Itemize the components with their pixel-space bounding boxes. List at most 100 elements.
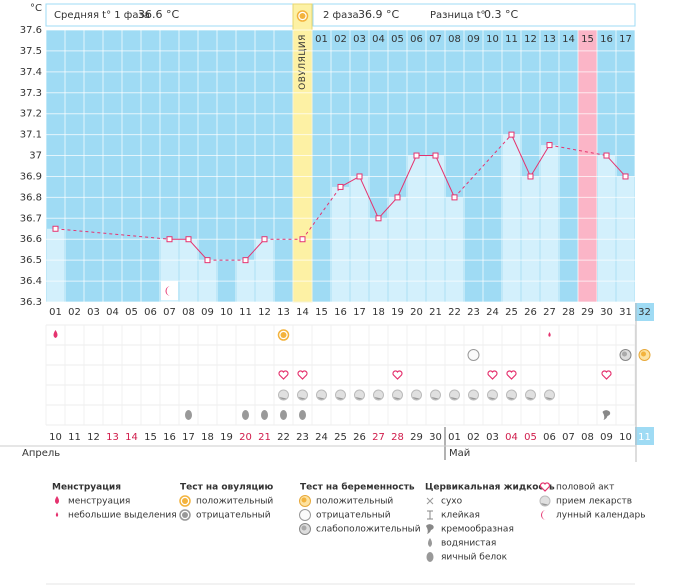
y-tick-label: 36.5: [20, 255, 42, 266]
phase2-box: [312, 3, 636, 27]
day-label: 10: [220, 307, 233, 318]
day-label: 14: [296, 307, 309, 318]
preg-icon: [299, 509, 311, 521]
date-label: 24: [315, 432, 328, 443]
temperature-point: [451, 194, 458, 201]
ovulation-label: ОВУЛЯЦИЯ: [298, 34, 308, 90]
temperature-point: [394, 194, 401, 201]
date-label: 14: [125, 432, 138, 443]
gap-connector: [549, 144, 607, 157]
day-label: 24: [486, 307, 499, 318]
day-label: 31: [619, 307, 632, 318]
heart-icon: [297, 370, 308, 380]
legend-item: отрицательный: [316, 511, 391, 521]
day-label: 09: [201, 307, 214, 318]
temperature-point: [546, 142, 553, 149]
preg-icon-core: [622, 351, 627, 357]
temperature-point: [185, 236, 192, 243]
date-label: 28: [391, 432, 404, 443]
cycle-day-label: 16: [600, 34, 613, 45]
date-label: 10: [49, 432, 62, 443]
pill-icon-half: [355, 397, 363, 400]
moon-icon: [165, 286, 171, 296]
bar: [541, 145, 558, 302]
bar: [446, 197, 463, 302]
drop-icon: [548, 332, 551, 337]
legend-item: водянистая: [441, 539, 496, 549]
date-label: 12: [87, 432, 100, 443]
gap-connector: [454, 134, 512, 198]
temperature-point: [508, 131, 515, 138]
drop-icon: [53, 330, 58, 338]
month-label: Апрель: [22, 448, 60, 459]
bar: [408, 155, 425, 302]
moon-icon: [541, 510, 546, 520]
egg-icon: [185, 410, 192, 420]
pill-icon-half: [541, 503, 548, 506]
legend-item: слабоположительный: [316, 525, 421, 535]
bar: [598, 155, 615, 302]
egg-icon: [242, 410, 249, 420]
day-label: 13: [277, 307, 290, 318]
temperature-point: [432, 152, 439, 159]
temperature-point: [375, 215, 382, 222]
date-label: 22: [277, 432, 290, 443]
drop-icon: [55, 512, 59, 517]
temperature-point: [413, 152, 420, 159]
legend-item: прием лекарств: [556, 497, 632, 507]
temperature-point: [261, 236, 268, 243]
y-tick-label: 36.4: [20, 276, 42, 287]
diff-label: Разница t°: [430, 10, 486, 21]
day-label: 02: [68, 307, 81, 318]
pill-icon-half: [488, 397, 496, 400]
date-label: 06: [543, 432, 556, 443]
preg-icon-core: [301, 525, 307, 531]
temperature-point: [603, 152, 610, 159]
sticky-icon: [427, 510, 433, 520]
date-label: 09: [600, 432, 613, 443]
egg-icon: [426, 552, 434, 562]
pill-icon-half: [469, 397, 477, 400]
date-label: 30: [429, 432, 442, 443]
drop-icon: [55, 496, 59, 504]
pill-icon-half: [412, 397, 420, 400]
day-label: 29: [581, 307, 594, 318]
legend-item: сухо: [441, 497, 463, 507]
egg-icon: [261, 410, 268, 420]
date-label: 05: [524, 432, 537, 443]
temperature-point: [204, 257, 211, 264]
date-label: 02: [467, 432, 480, 443]
date-label: 20: [239, 432, 252, 443]
day-label: 01: [49, 307, 62, 318]
temperature-point: [527, 173, 534, 180]
legend-item: небольшие выделения: [68, 511, 177, 521]
cycle-day-label: 04: [372, 34, 385, 45]
bar: [180, 239, 197, 302]
pill-icon-half: [393, 397, 401, 400]
date-label: 26: [353, 432, 366, 443]
day-label: 17: [353, 307, 366, 318]
legend-title: Тест на овуляцию: [180, 483, 273, 493]
date-label: 25: [334, 432, 347, 443]
pill-icon-half: [545, 397, 553, 400]
pill-icon-half: [374, 397, 382, 400]
pill-icon-half: [450, 397, 458, 400]
date-label: 18: [201, 432, 214, 443]
temperature-point: [356, 173, 363, 180]
date-label: 29: [410, 432, 423, 443]
legend-title: Менструация: [52, 483, 121, 493]
temperature-point: [337, 183, 344, 190]
temperature-line: [606, 155, 626, 177]
heart-icon: [506, 370, 517, 380]
pill-icon-half: [317, 397, 325, 400]
pill-icon-half: [507, 397, 515, 400]
date-label: 08: [581, 432, 594, 443]
heart-icon: [601, 370, 612, 380]
temperature-point: [166, 236, 173, 243]
creamy-icon: [426, 524, 434, 534]
temperature-line: [245, 238, 265, 261]
legend-item: положительный: [196, 497, 273, 507]
cycle-day-label: 10: [486, 34, 499, 45]
sun-icon-core: [182, 498, 188, 504]
